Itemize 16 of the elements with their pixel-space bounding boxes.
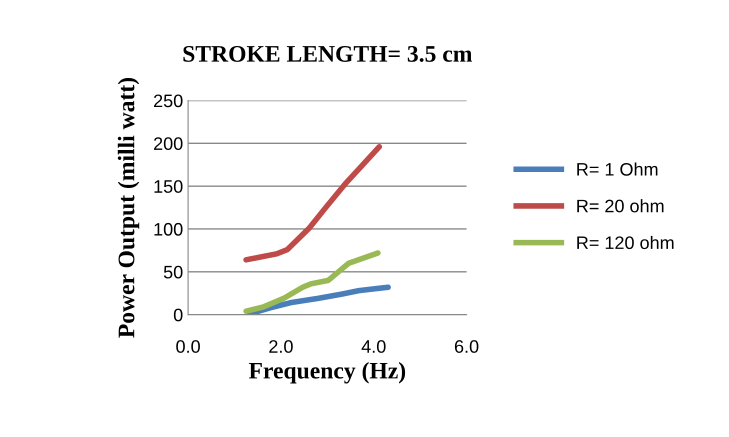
chart-title: STROKE LENGTH= 3.5 cm (183, 46, 472, 62)
x-tick-label: 4.0 (362, 340, 386, 353)
x-tick-label: 2.0 (269, 340, 293, 353)
x-tick-label: 0.0 (176, 340, 200, 353)
y-tick-label: 250 (154, 94, 183, 108)
y-tick-label: 100 (154, 222, 183, 236)
y-axis-title: Power Output (milli watt) (118, 78, 140, 338)
legend-label: R= 120 ohm (577, 236, 674, 250)
y-tick-label: 50 (164, 266, 183, 279)
legend-label: R= 20 ohm (577, 199, 664, 212)
y-tick-label: 0 (174, 308, 183, 322)
legend-label: R= 1 Ohm (577, 162, 658, 176)
y-tick-label: 150 (154, 180, 183, 193)
y-tick-label: 200 (154, 137, 183, 150)
x-axis-title: Frequency (Hz) (248, 362, 406, 384)
x-tick-label: 6.0 (454, 340, 478, 353)
